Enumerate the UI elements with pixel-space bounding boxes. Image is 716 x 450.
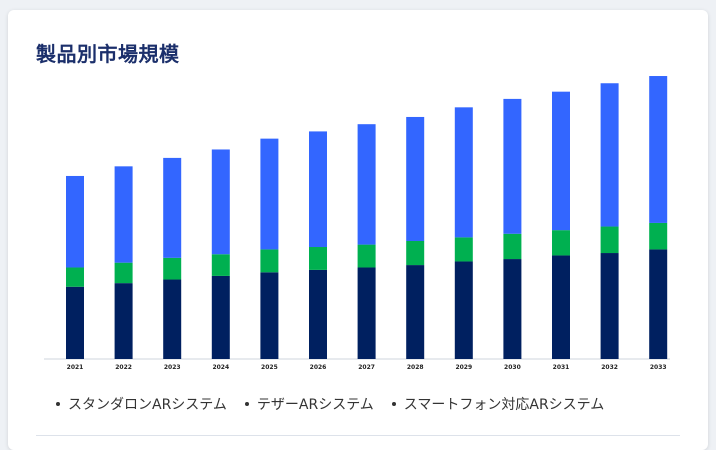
chart-title: 製品別市場規模 (36, 42, 180, 66)
bar-segment-2026-s2[interactable] (309, 131, 327, 248)
bar-segment-2023-s1[interactable] (163, 257, 182, 280)
bar-segment-2029-s2[interactable] (454, 107, 473, 238)
bar-segment-2033-s1[interactable] (649, 222, 668, 250)
bar-segment-2025-s2[interactable] (260, 138, 279, 250)
bar-segment-2033-s2[interactable] (649, 76, 668, 223)
bar-segment-2032-s1[interactable] (600, 226, 619, 254)
bar-segment-2024-s2[interactable] (211, 149, 230, 255)
bar-segment-2033-s0[interactable] (649, 249, 668, 359)
bar-segment-2027-s2[interactable] (357, 124, 376, 245)
x-tick-label: 2030 (504, 364, 521, 371)
x-tick-label: 2024 (212, 364, 229, 371)
bar-segment-2032-s0[interactable] (600, 253, 619, 359)
bar-segment-2031-s0[interactable] (552, 255, 570, 359)
legend-bullet-icon (244, 402, 249, 406)
card-divider (36, 435, 680, 436)
bar-segment-2022-s2[interactable] (114, 166, 133, 263)
x-tick-label: 2022 (115, 364, 132, 371)
legend-item-standalone[interactable]: スタンダロンARシステム (56, 394, 227, 414)
bar-segment-2021-s2[interactable] (66, 175, 84, 268)
bar-segment-2027-s0[interactable] (357, 267, 376, 359)
x-tick-label: 2031 (553, 364, 570, 371)
bar-segment-2029-s1[interactable] (454, 237, 473, 262)
bar-segment-2031-s1[interactable] (552, 230, 570, 256)
bar-segment-2022-s1[interactable] (114, 262, 133, 284)
bar-segment-2028-s1[interactable] (406, 240, 425, 266)
legend-label: テザーARシステム (256, 397, 374, 413)
bar-segment-2024-s1[interactable] (211, 254, 230, 276)
legend-item-smartphone[interactable]: スマートフォン対応ARシステム (391, 394, 605, 414)
legend-bullet-icon (391, 402, 396, 406)
bar-segment-2029-s0[interactable] (454, 261, 473, 359)
legend-label: スタンダロンARシステム (68, 397, 227, 413)
x-tick-label: 2028 (407, 364, 424, 371)
bar-segment-2027-s1[interactable] (357, 244, 376, 268)
x-tick-label: 2027 (358, 364, 375, 371)
legend-bullet-icon (56, 402, 60, 406)
bar-segment-2030-s2[interactable] (503, 98, 522, 234)
bar-segment-2023-s2[interactable] (163, 157, 182, 258)
bar-segment-2025-s1[interactable] (260, 249, 279, 273)
bar-segment-2028-s0[interactable] (406, 265, 425, 359)
x-tick-label: 2023 (164, 364, 181, 371)
bar-segment-2025-s0[interactable] (260, 272, 279, 359)
bar-segment-2022-s0[interactable] (114, 283, 133, 359)
bar-segment-2023-s0[interactable] (163, 279, 182, 359)
bar-segment-2030-s0[interactable] (503, 259, 522, 359)
x-tick-label: 2032 (601, 364, 618, 371)
bar-segment-2026-s1[interactable] (309, 247, 327, 270)
bar-segment-2021-s0[interactable] (66, 286, 84, 359)
bar-segment-2024-s0[interactable] (211, 275, 230, 359)
bar-segment-2021-s1[interactable] (66, 267, 84, 287)
bar-segment-2032-s2[interactable] (600, 83, 619, 227)
x-tick-label: 2033 (650, 364, 667, 371)
x-tick-label: 2026 (310, 364, 327, 371)
chart-legend: スタンダロンARシステム テザーARシステム スマートフォン対応ARシステム (56, 394, 604, 414)
bar-segment-2031-s2[interactable] (552, 91, 570, 231)
chart-card: 製品別市場規模 2021 2022 2023 2024 2025 2026 2027 2028… (8, 10, 708, 450)
bar-segment-2026-s0[interactable] (309, 269, 327, 359)
bar-segment-2030-s1[interactable] (503, 233, 522, 260)
x-tick-label: 2025 (261, 364, 278, 371)
chart-plot: 2021 2022 2023 2024 2025 2026 2027 2028 2029 2030… (44, 76, 670, 371)
bar-segment-2028-s2[interactable] (406, 116, 425, 241)
legend-item-tethered[interactable]: テザーARシステム (244, 394, 374, 414)
x-tick-label: 2029 (455, 364, 472, 371)
legend-label: スマートフォン対応ARシステム (403, 397, 605, 413)
x-tick-label: 2021 (67, 364, 84, 371)
